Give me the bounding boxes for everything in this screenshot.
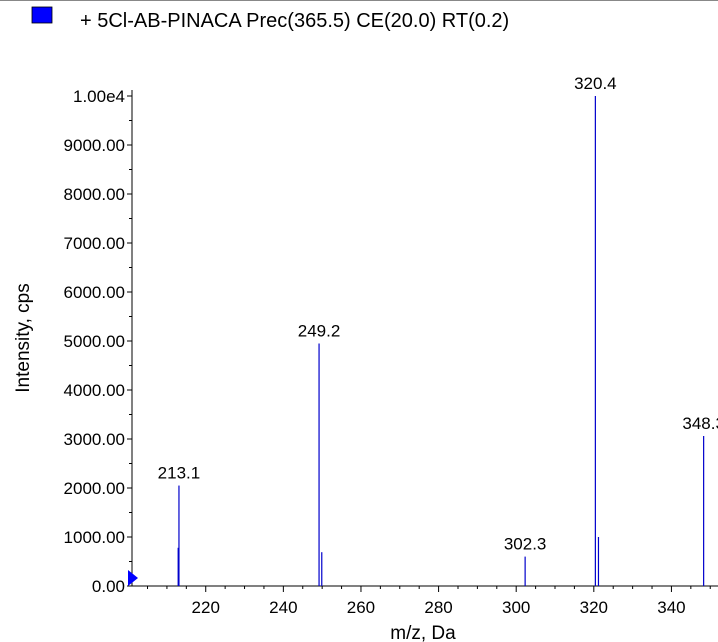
y-tick-label: 1000.00 <box>64 528 125 547</box>
y-tick-label: 9000.00 <box>64 136 125 155</box>
zero-marker[interactable] <box>128 570 138 586</box>
peak-label: 302.3 <box>504 535 547 554</box>
y-tick-label: 4000.00 <box>64 381 125 400</box>
y-tick-label: 1.00e4 <box>73 87 125 106</box>
y-tick-label: 6000.00 <box>64 283 125 302</box>
peak-label: 348.3 <box>682 414 718 433</box>
x-tick-label: 340 <box>657 598 685 617</box>
y-tick-label: 8000.00 <box>64 185 125 204</box>
y-tick-label: 5000.00 <box>64 332 125 351</box>
y-tick-label: 0.00 <box>92 577 125 596</box>
peak-label: 213.1 <box>158 464 201 483</box>
x-tick-label: 260 <box>347 598 375 617</box>
x-tick-label: 320 <box>580 598 608 617</box>
peak-labels: 213.1 249.2 302.3 320.4 348.3 <box>158 74 718 554</box>
x-tick-label: 280 <box>424 598 452 617</box>
y-tick-label: 2000.00 <box>64 479 125 498</box>
legend-swatch <box>31 6 53 24</box>
legend-entry: + 5Cl-AB-PINACA Prec(365.5) CE(20.0) RT(… <box>80 10 509 32</box>
x-tick-label: 300 <box>502 598 530 617</box>
x-axis: 220 240 260 280 300 320 340 <box>132 585 718 617</box>
x-tick-label: 240 <box>269 598 297 617</box>
peak-label: 320.4 <box>574 74 617 93</box>
y-axis: 0.00 1000.00 2000.00 3000.00 4000.00 5000.00 6… <box>64 87 133 596</box>
peak-label: 249.2 <box>298 321 341 340</box>
x-axis-label: m/z, Da <box>390 623 456 642</box>
y-axis-label: Intensity, cps <box>13 283 34 392</box>
y-tick-label: 3000.00 <box>64 430 125 449</box>
x-tick-label: 220 <box>192 598 220 617</box>
y-tick-label: 7000.00 <box>64 234 125 253</box>
peak-series <box>177 96 705 586</box>
